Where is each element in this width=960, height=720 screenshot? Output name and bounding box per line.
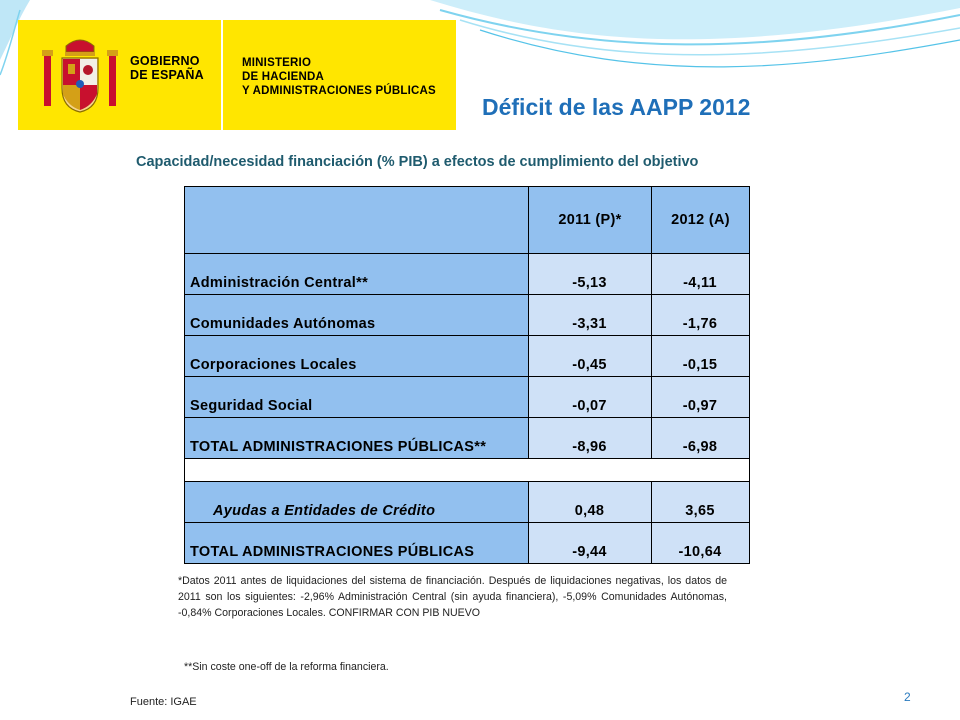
table-row: Seguridad Social -0,07 -0,97	[184, 376, 750, 418]
row-label: Administración Central**	[184, 253, 529, 295]
value-2011: -3,31	[528, 294, 652, 336]
source-note: Fuente: IGAE	[130, 696, 197, 708]
page-title: Déficit de las AAPP 2012	[482, 94, 751, 120]
value-2011: -8,96	[528, 417, 652, 459]
ministry-line-3: Y ADMINISTRACIONES PÚBLICAS	[242, 85, 436, 97]
value-2011: -5,13	[528, 253, 652, 295]
table-row-total: TOTAL ADMINISTRACIONES PÚBLICAS** -8,96 …	[184, 417, 750, 459]
value-2012: 3,65	[651, 481, 750, 523]
row-label: Comunidades Autónomas	[184, 294, 529, 336]
header-cell-2012: 2012 (A)	[651, 186, 750, 254]
page-number: 2	[904, 690, 911, 704]
government-banner: GOBIERNO DE ESPAÑA MINISTERIO DE HACIEND…	[18, 20, 456, 130]
value-2012: -1,76	[651, 294, 750, 336]
decorative-swoosh	[0, 0, 960, 76]
row-label: Corporaciones Locales	[184, 335, 529, 377]
value-2012: -0,97	[651, 376, 750, 418]
footnote-2: **Sin coste one-off de la reforma financ…	[184, 661, 389, 673]
header-cell-2011: 2011 (P)*	[528, 186, 652, 254]
value-2011: -0,07	[528, 376, 652, 418]
table-row-grand-total: TOTAL ADMINISTRACIONES PÚBLICAS -9,44 -1…	[184, 522, 750, 564]
value-2012: -4,11	[651, 253, 750, 295]
ministry-name: MINISTERIO DE HACIENDA Y ADMINISTRACIONE…	[242, 56, 436, 98]
ministry-line-2: DE HACIENDA	[242, 71, 325, 83]
footnote-1: *Datos 2011 antes de liquidaciones del s…	[178, 575, 727, 619]
ministry-line-1: MINISTERIO	[242, 57, 312, 69]
value-2012: -0,15	[651, 335, 750, 377]
value-2012: -6,98	[651, 417, 750, 459]
government-name: GOBIERNO DE ESPAÑA	[130, 54, 204, 82]
table-row: Ayudas a Entidades de Crédito 0,48 3,65	[184, 481, 750, 523]
table-header-row: 2011 (P)* 2012 (A)	[184, 186, 750, 254]
header-cell-empty	[184, 186, 529, 254]
gov-line-2: DE ESPAÑA	[130, 68, 204, 82]
spacer-cell	[184, 458, 750, 482]
table-row: Administración Central** -5,13 -4,11	[184, 253, 750, 295]
page-subtitle: Capacidad/necesidad financiación (% PIB)…	[136, 154, 699, 170]
value-2012: -10,64	[651, 522, 750, 564]
row-label: Seguridad Social	[184, 376, 529, 418]
value-2011: -9,44	[528, 522, 652, 564]
row-label: Ayudas a Entidades de Crédito	[184, 481, 529, 523]
table-row: Corporaciones Locales -0,45 -0,15	[184, 335, 750, 377]
table-row: Comunidades Autónomas -3,31 -1,76	[184, 294, 750, 336]
row-label: TOTAL ADMINISTRACIONES PÚBLICAS**	[184, 417, 529, 459]
table-spacer-row	[184, 458, 750, 482]
value-2011: 0,48	[528, 481, 652, 523]
spanish-coat-of-arms-icon	[42, 39, 118, 113]
row-label: TOTAL ADMINISTRACIONES PÚBLICAS	[184, 522, 529, 564]
deficit-table: 2011 (P)* 2012 (A) Administración Centra…	[184, 186, 750, 564]
value-2011: -0,45	[528, 335, 652, 377]
gov-line-1: GOBIERNO	[130, 54, 200, 68]
banner-divider	[221, 20, 223, 130]
